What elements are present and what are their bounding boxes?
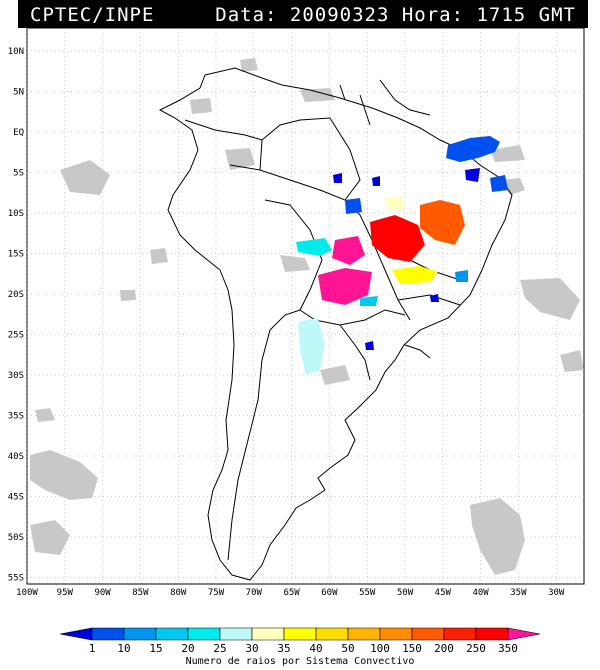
cloud-cover — [30, 58, 584, 575]
convective-systems — [296, 136, 508, 375]
longitude-label: 60W — [321, 588, 338, 598]
latitude-label: 15S — [8, 250, 24, 260]
longitude-label: 50W — [397, 588, 414, 598]
colorbar-tick-label: 100 — [370, 642, 390, 655]
colorbar-segment — [219, 627, 253, 641]
colorbar-segment — [91, 627, 125, 641]
colorbar-segment — [251, 627, 285, 641]
colorbar-segment — [315, 627, 349, 641]
colorbar-segment — [379, 627, 413, 641]
map-header: CPTEC/INPE Data: 20090323 Hora: 1715 GMT — [18, 0, 588, 28]
colorbar-segment — [507, 627, 541, 641]
colorbar-tick-label: 1 — [89, 642, 96, 655]
colorbar-segment — [187, 627, 221, 641]
longitude-label: 40W — [472, 588, 489, 598]
source-label: CPTEC/INPE — [30, 4, 155, 26]
latitude-label: 45S — [8, 493, 24, 503]
colorbar-tick-label: 25 — [213, 642, 226, 655]
date-time-label: Data: 20090323 Hora: 1715 GMT — [215, 4, 576, 26]
latitude-label: EQ — [13, 128, 24, 138]
colorbar-segment — [283, 627, 317, 641]
longitude-label: 75W — [208, 588, 225, 598]
latitude-label: 55S — [8, 574, 24, 584]
colorbar-caption: Numero de raios por Sistema Convectivo — [186, 656, 415, 667]
colorbar-segment — [411, 627, 445, 641]
longitude-label: 45W — [435, 588, 452, 598]
longitude-label: 30W — [548, 588, 565, 598]
longitude-label: 80W — [170, 588, 187, 598]
longitude-label: 65W — [283, 588, 300, 598]
latitude-label: 30S — [8, 371, 24, 381]
colorbar-segment — [155, 627, 189, 641]
latitude-label: 35S — [8, 412, 24, 422]
color-bar: 1 10 15 20 25 30 35 40 50 100 150 200 250 350 — [59, 627, 541, 655]
colorbar-tick-label: 50 — [341, 642, 354, 655]
latitude-label: 40S — [8, 452, 24, 462]
colorbar-tick-label: 10 — [117, 642, 130, 655]
colorbar-segment — [443, 627, 477, 641]
latitude-label: 20S — [8, 290, 24, 300]
colorbar-tick-label: 15 — [149, 642, 162, 655]
latitude-label: 5N — [13, 88, 24, 98]
latitude-label: 10N — [8, 47, 24, 57]
latitude-label: 10S — [8, 209, 24, 219]
colorbar-tick-label: 150 — [402, 642, 422, 655]
colorbar-tick-label: 250 — [466, 642, 486, 655]
colorbar-segment — [347, 627, 381, 641]
latitude-labels: 10N 5N EQ 5S 10S 15S 20S 25S 30S 35S 40S 45S 50S 55S — [8, 47, 24, 584]
longitude-label: 95W — [57, 588, 74, 598]
longitude-label: 70W — [246, 588, 263, 598]
colorbar-segment — [123, 627, 157, 641]
colorbar-segment — [475, 627, 509, 641]
longitude-label: 35W — [510, 588, 527, 598]
latitude-label: 50S — [8, 533, 24, 543]
colorbar-tick-label: 35 — [277, 642, 290, 655]
longitude-label: 55W — [359, 588, 376, 598]
longitude-labels: 100W 95W 90W 85W 80W 75W 70W 65W 60W 55W 50W 45W 40W… — [16, 588, 565, 598]
colorbar-tick-label: 40 — [309, 642, 322, 655]
latitude-label: 25S — [8, 331, 24, 341]
longitude-label: 100W — [16, 588, 38, 598]
longitude-label: 90W — [94, 588, 111, 598]
latitude-label: 5S — [13, 169, 24, 179]
colorbar-tick-label: 20 — [181, 642, 194, 655]
colorbar-tick-label: 30 — [245, 642, 258, 655]
longitude-label: 85W — [132, 588, 149, 598]
colorbar-tick-label: 350 — [498, 642, 518, 655]
colorbar-segment — [59, 627, 93, 641]
map-frame — [26, 27, 585, 585]
colorbar-tick-label: 200 — [434, 642, 454, 655]
